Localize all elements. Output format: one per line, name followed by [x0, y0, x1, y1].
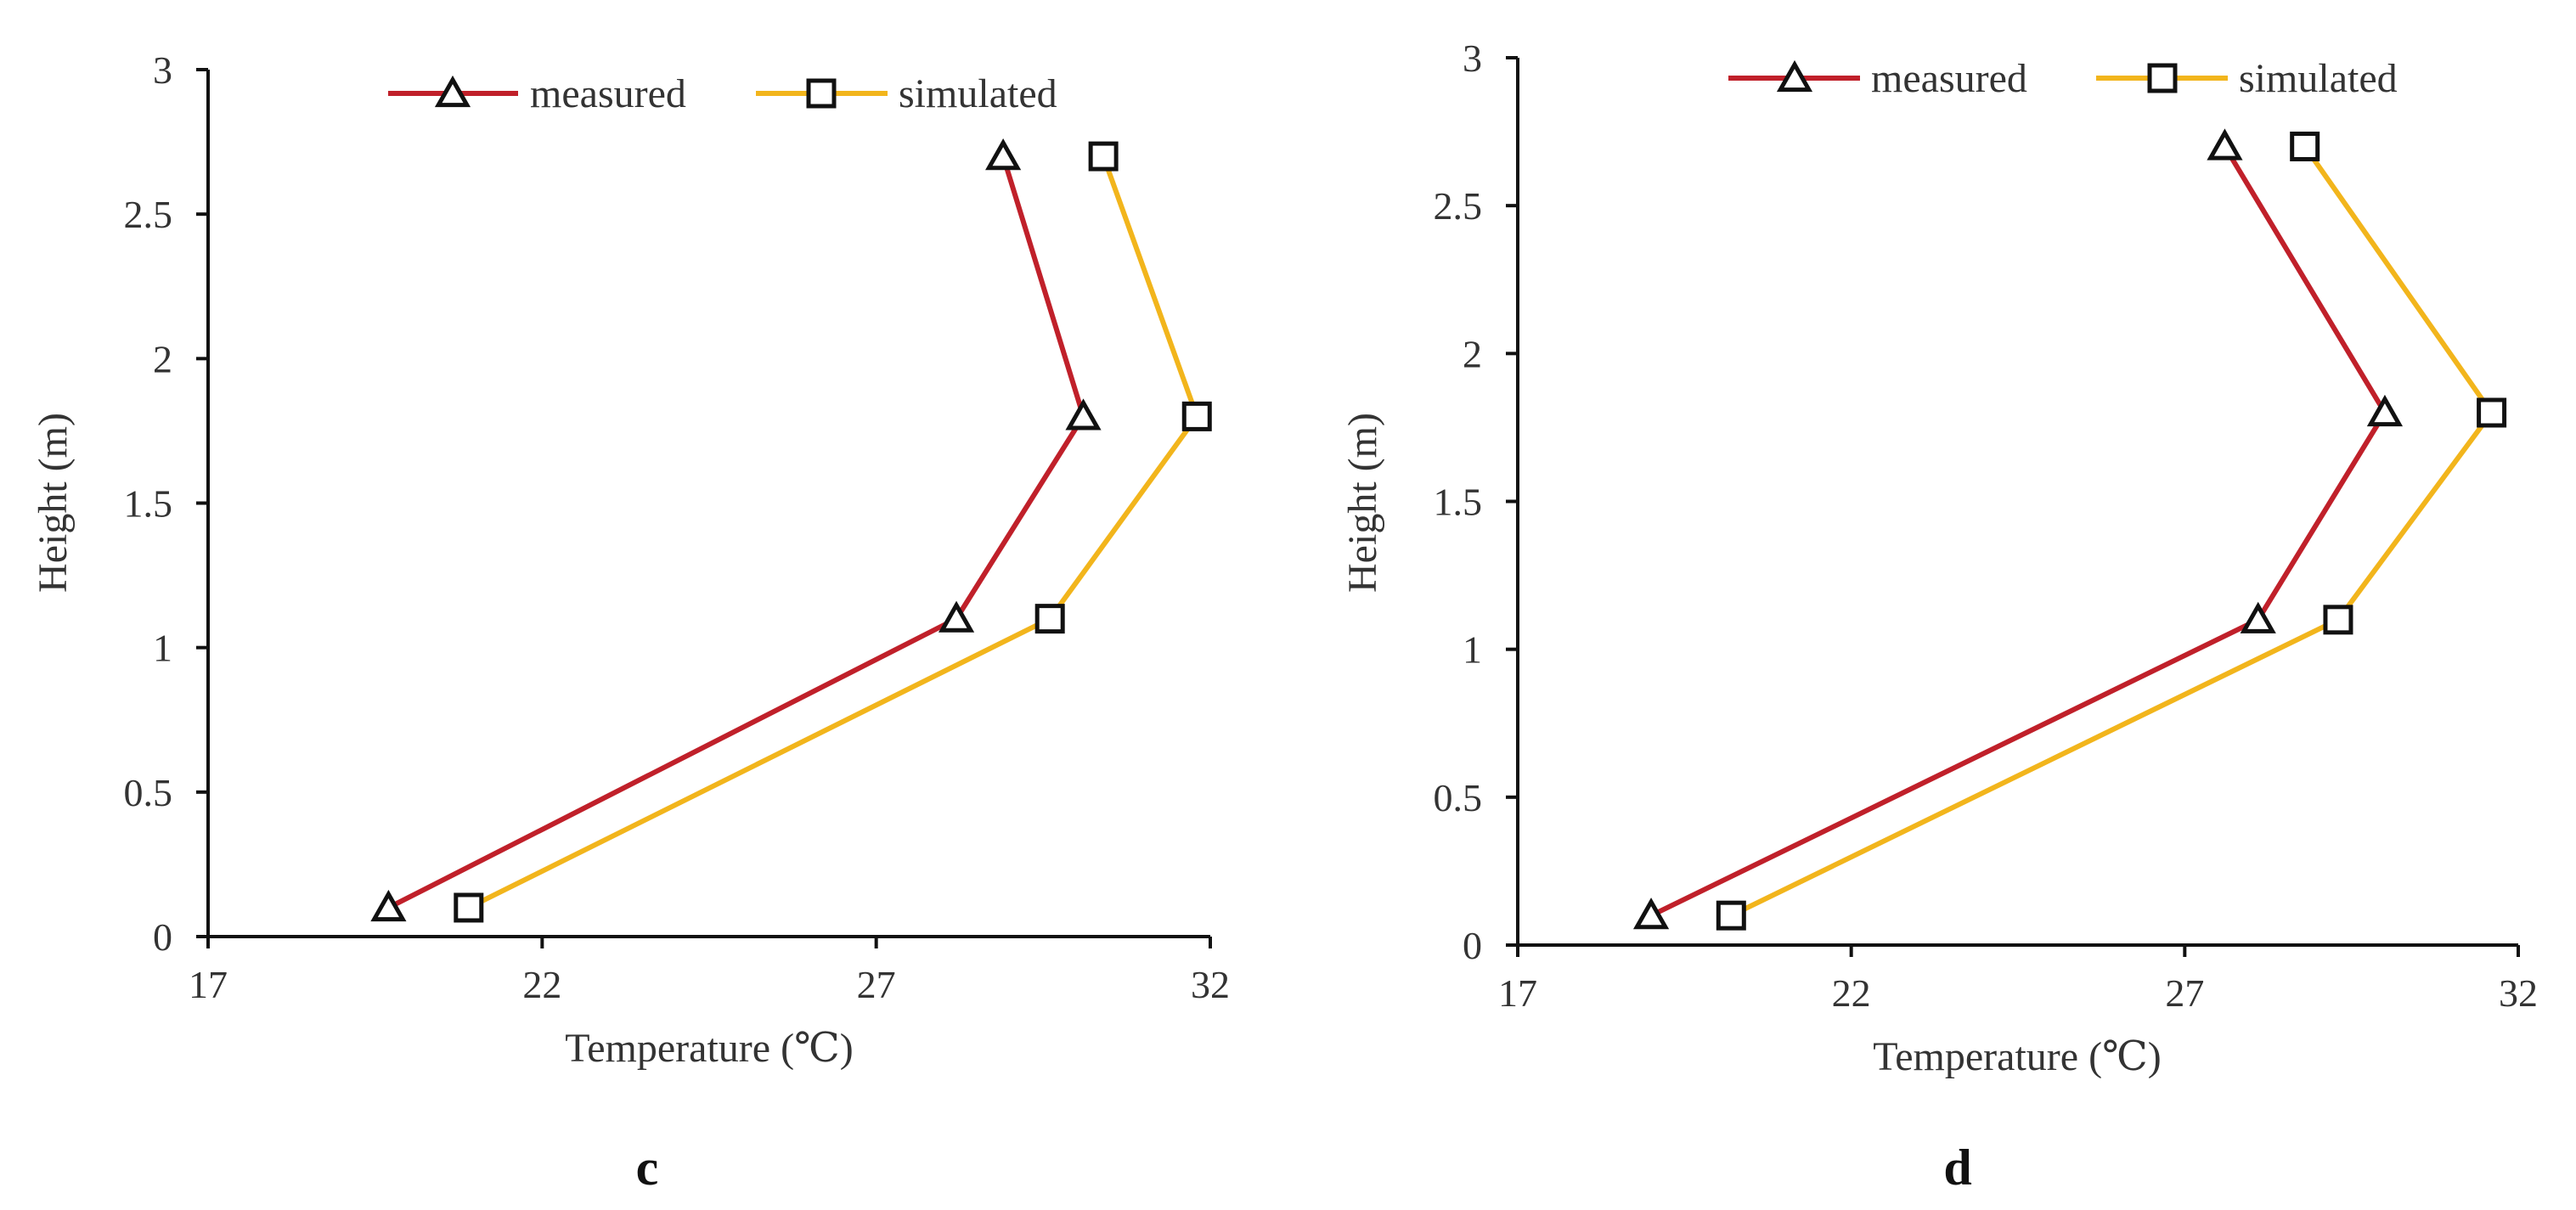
y-tick-label: 2	[153, 337, 172, 380]
data-point-measured	[1065, 398, 1102, 431]
y-tick-label: 1	[1463, 628, 1482, 672]
y-tick-label: 0	[153, 915, 172, 959]
legend-marker-simulated	[2147, 63, 2178, 93]
x-axis-title: Temperature (℃)	[1873, 1034, 2162, 1079]
x-tick-label: 32	[1191, 963, 1230, 1006]
y-tick-label: 0.5	[1434, 776, 1483, 819]
x-tick-label: 32	[2499, 971, 2538, 1015]
y-tick-label: 1.5	[124, 482, 173, 526]
data-point-simulated	[2477, 397, 2507, 428]
legend-marker-simulated	[806, 78, 837, 109]
legend-label-measured: measured	[1871, 56, 2027, 101]
y-tick-label: 0.5	[124, 771, 173, 814]
series-line-measured	[387, 155, 1086, 910]
y-tick-label: 3	[1463, 37, 1482, 80]
data-point-simulated	[2323, 605, 2353, 635]
x-tick-label: 22	[1832, 971, 1871, 1015]
data-point-simulated	[454, 892, 484, 923]
data-point-simulated	[1181, 401, 1212, 431]
x-tick-label: 27	[857, 963, 896, 1006]
y-tick-label: 0	[1463, 924, 1482, 967]
x-tick-label: 17	[1498, 971, 1537, 1015]
y-tick-label: 2.5	[124, 193, 173, 236]
series-line-measured	[1649, 144, 2387, 918]
x-tick-label: 27	[2165, 971, 2204, 1015]
series-line-simulated	[1729, 144, 2494, 918]
data-point-measured	[1632, 898, 1670, 930]
y-tick-label: 3	[153, 48, 172, 92]
y-tick-label: 2	[1463, 332, 1482, 375]
chart-c: 0 0.5 1 1.5 2 2.5 3 17 22 27 32 Temperature (℃) Heig…	[31, 48, 1230, 1196]
data-point-measured	[2366, 394, 2404, 427]
y-axis-title: Height (m)	[1340, 413, 1385, 593]
series-line-simulated	[467, 155, 1200, 910]
panel-label: d	[1943, 1140, 1971, 1196]
data-point-simulated	[2290, 132, 2320, 161]
x-tick-label: 22	[522, 963, 561, 1006]
data-point-simulated	[1088, 141, 1119, 172]
data-point-measured	[985, 138, 1022, 171]
legend-marker-measured	[1776, 59, 1813, 93]
y-tick-label: 2.5	[1434, 184, 1483, 228]
data-point-measured	[2207, 128, 2243, 160]
legend-label-simulated: simulated	[2239, 56, 2398, 101]
x-tick-label: 17	[189, 963, 228, 1006]
x-axis-title: Temperature (℃)	[565, 1026, 854, 1071]
data-point-measured	[2240, 601, 2276, 633]
y-tick-label: 1	[153, 627, 172, 670]
data-point-measured	[370, 889, 407, 922]
data-point-measured	[938, 600, 975, 633]
legend-marker-measured	[434, 75, 471, 108]
y-axis-title: Height (m)	[31, 413, 76, 593]
y-tick-label: 1.5	[1434, 481, 1483, 524]
legend-label-measured: measured	[530, 71, 686, 116]
chart-d: 0 0.5 1 1.5 2 2.5 3 17 22 27 32 Temperature (℃) Heig…	[1340, 37, 2538, 1196]
legend-label-simulated: simulated	[899, 71, 1057, 116]
panel-label: c	[636, 1140, 659, 1196]
data-point-simulated	[1034, 604, 1065, 634]
data-point-simulated	[1716, 900, 1746, 931]
